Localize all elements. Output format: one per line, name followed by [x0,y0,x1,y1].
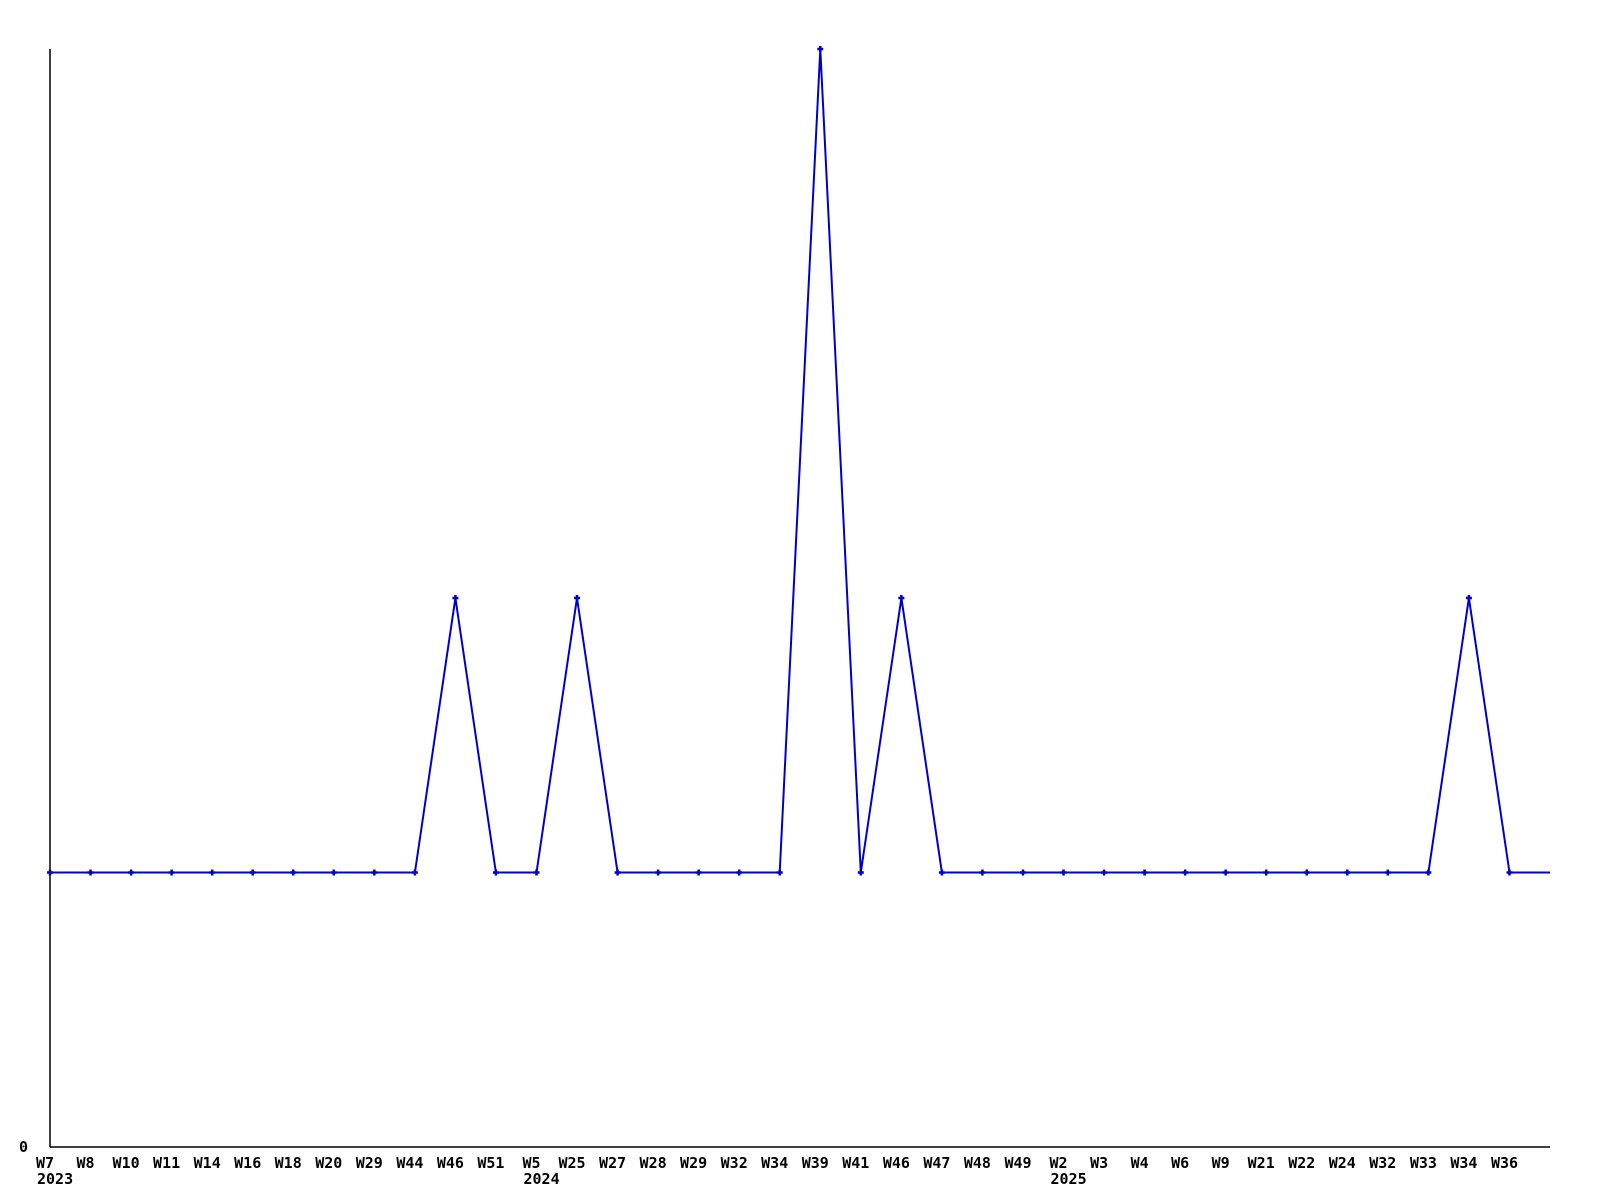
x-tick-week-label: W16 [234,1154,261,1172]
data-point-marker [1182,869,1189,876]
x-tick-week-label: W20 [315,1154,342,1172]
x-tick-week-label: W41 [842,1154,869,1172]
data-point-marker [1384,869,1391,876]
x-tick-week-label: W48 [964,1154,991,1172]
data-point-marker [1141,869,1148,876]
data-point-marker [695,869,702,876]
x-tick-week-label: W7 [36,1154,54,1172]
data-point-marker [128,869,135,876]
data-point-marker [1506,869,1513,876]
x-tick-week-label: W32 [721,1154,748,1172]
x-tick-week-label: W6 [1171,1154,1189,1172]
x-tick-week-label: W32 [1369,1154,1396,1172]
data-point-marker [736,869,743,876]
x-tick-week-label: W2 [1049,1154,1067,1172]
x-tick-year-label: 2025 [1051,1170,1087,1188]
x-tick-week-label: W14 [194,1154,221,1172]
x-tick-week-label: W22 [1288,1154,1315,1172]
x-tick-week-label: W51 [477,1154,504,1172]
data-point-marker [979,869,986,876]
x-tick-week-label: W29 [680,1154,707,1172]
data-point-marker [1222,869,1229,876]
x-tick-week-label: W10 [113,1154,140,1172]
x-tick-week-label: W44 [396,1154,423,1172]
x-tick-week-label: W29 [356,1154,383,1172]
data-point-marker [1263,869,1270,876]
data-point-marker [1465,595,1472,601]
x-tick-week-label: W5 [522,1154,540,1172]
x-tick-week-label: W46 [437,1154,464,1172]
data-point-marker [371,869,378,876]
x-tick-week-label: W28 [640,1154,667,1172]
x-tick-week-label: W34 [1450,1154,1477,1172]
data-point-marker [898,595,905,601]
x-tick-week-label: W34 [761,1154,788,1172]
data-point-marker [492,869,499,876]
x-tick-week-label: W21 [1248,1154,1275,1172]
x-tick-week-label: W49 [1004,1154,1031,1172]
data-point-markers-group [47,46,1513,876]
x-tick-week-label: W4 [1131,1154,1149,1172]
x-tick-week-label: W24 [1329,1154,1356,1172]
data-point-marker [857,869,864,876]
data-point-marker [168,869,175,876]
data-point-marker [1344,869,1351,876]
data-point-marker [817,46,824,52]
data-point-marker [411,869,418,876]
x-tick-week-label: W25 [558,1154,585,1172]
data-point-marker [290,869,297,876]
data-point-marker [1019,869,1026,876]
line-series-group [50,48,1550,874]
x-tick-week-label: W47 [923,1154,950,1172]
data-point-marker [776,869,783,876]
data-point-marker [87,869,94,876]
data-point-marker [533,869,540,876]
x-tick-week-label: W33 [1410,1154,1437,1172]
x-tick-week-label: W46 [883,1154,910,1172]
data-point-marker [249,869,256,876]
x-tick-year-label: 2024 [524,1170,560,1188]
data-point-marker [614,869,621,876]
data-point-marker [574,595,581,601]
x-tick-week-label: W11 [153,1154,180,1172]
x-tick-week-label: W18 [275,1154,302,1172]
x-tick-year-label: 2023 [37,1170,73,1188]
x-tick-week-label: W39 [802,1154,829,1172]
x-tick-week-label: W27 [599,1154,626,1172]
data-point-marker [1101,869,1108,876]
data-point-marker [1060,869,1067,876]
data-point-marker [209,869,216,876]
x-tick-week-label: W36 [1491,1154,1518,1172]
x-tick-week-label: W9 [1212,1154,1230,1172]
data-point-marker [655,869,662,876]
series-line-weekly-count [50,48,1550,874]
data-point-marker [938,869,945,876]
x-tick-week-label: W3 [1090,1154,1108,1172]
y-axis-zero-label: 0 [19,1138,28,1156]
data-point-marker [1303,869,1310,876]
data-point-marker [452,595,459,601]
data-point-marker [1425,869,1432,876]
data-point-marker [330,869,337,876]
data-point-marker [47,869,53,876]
x-tick-week-label: W8 [76,1154,94,1172]
